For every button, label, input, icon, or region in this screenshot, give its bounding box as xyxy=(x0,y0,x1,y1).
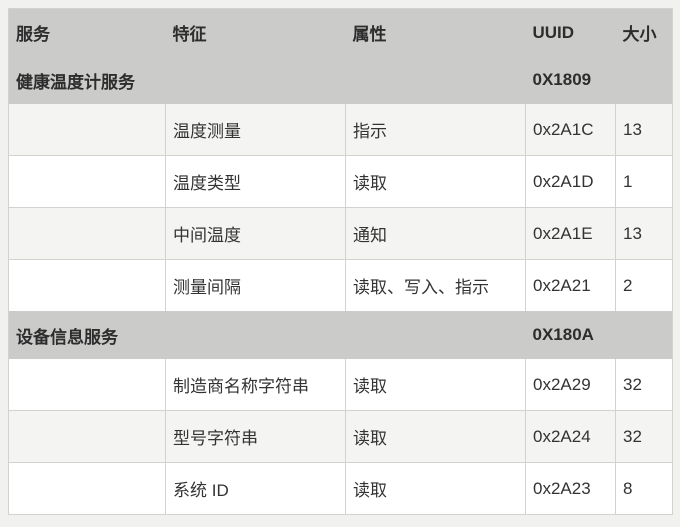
cell-size: 32 xyxy=(615,359,673,411)
cell-size: 1 xyxy=(615,155,673,208)
cell-characteristic: 测量间隔 xyxy=(165,259,346,311)
cell-characteristic: 温度测量 xyxy=(165,104,346,156)
cell-characteristic: 温度类型 xyxy=(165,155,346,208)
cell-uuid: 0x2A29 xyxy=(525,359,616,411)
table-row: 制造商名称字符串 读取 0x2A29 32 xyxy=(8,359,673,411)
cell-service-empty xyxy=(8,462,166,515)
cell-property: 通知 xyxy=(345,207,526,260)
column-header-uuid: UUID xyxy=(525,8,616,56)
table-row: 型号字符串 读取 0x2A24 32 xyxy=(8,410,673,463)
cell-characteristic: 系统 ID xyxy=(165,462,346,515)
cell-property: 读取 xyxy=(345,155,526,208)
cell-property: 读取 xyxy=(345,462,526,515)
column-header-size: 大小 xyxy=(615,8,673,56)
cell-service-empty xyxy=(8,410,166,463)
table-row: 测量间隔 读取、写入、指示 0x2A21 2 xyxy=(8,259,673,311)
cell-uuid: 0x2A1C xyxy=(525,104,616,156)
cell-uuid: 0x2A24 xyxy=(525,410,616,463)
table-row: 温度类型 读取 0x2A1D 1 xyxy=(8,155,673,208)
cell-property: 读取 xyxy=(345,410,526,463)
column-header-service: 服务 xyxy=(8,8,166,56)
cell-property: 指示 xyxy=(345,104,526,156)
gatt-services-table-container: 服务 特征 属性 UUID 大小 健康温度计服务 0X1809 温度测量 指示 … xyxy=(8,8,673,515)
cell-uuid: 0x2A23 xyxy=(525,462,616,515)
cell-size: 32 xyxy=(615,410,673,463)
cell-size: 13 xyxy=(615,207,673,260)
section-row-health-thermometer: 健康温度计服务 0X1809 xyxy=(8,56,673,104)
cell-uuid: 0x2A1D xyxy=(525,155,616,208)
cell-uuid: 0x2A1E xyxy=(525,207,616,260)
cell-characteristic: 制造商名称字符串 xyxy=(165,359,346,411)
section-name: 设备信息服务 xyxy=(8,311,526,359)
cell-size: 8 xyxy=(615,462,673,515)
cell-size: 13 xyxy=(615,104,673,156)
cell-property: 读取、写入、指示 xyxy=(345,259,526,311)
section-uuid: 0X180A xyxy=(525,311,616,359)
cell-service-empty xyxy=(8,155,166,208)
cell-service-empty xyxy=(8,259,166,311)
table-row: 系统 ID 读取 0x2A23 8 xyxy=(8,462,673,515)
column-header-property: 属性 xyxy=(345,8,526,56)
header-row: 服务 特征 属性 UUID 大小 xyxy=(8,8,673,56)
column-header-characteristic: 特征 xyxy=(165,8,346,56)
cell-service-empty xyxy=(8,207,166,260)
table-row: 中间温度 通知 0x2A1E 13 xyxy=(8,207,673,260)
cell-characteristic: 型号字符串 xyxy=(165,410,346,463)
cell-uuid: 0x2A21 xyxy=(525,259,616,311)
table-row: 温度测量 指示 0x2A1C 13 xyxy=(8,104,673,156)
cell-service-empty xyxy=(8,359,166,411)
section-size-empty xyxy=(615,56,673,104)
cell-service-empty xyxy=(8,104,166,156)
cell-property: 读取 xyxy=(345,359,526,411)
cell-size: 2 xyxy=(615,259,673,311)
section-name: 健康温度计服务 xyxy=(8,56,526,104)
gatt-services-table: 服务 特征 属性 UUID 大小 健康温度计服务 0X1809 温度测量 指示 … xyxy=(8,8,673,515)
section-size-empty xyxy=(615,311,673,359)
section-row-device-information: 设备信息服务 0X180A xyxy=(8,311,673,359)
section-uuid: 0X1809 xyxy=(525,56,616,104)
cell-characteristic: 中间温度 xyxy=(165,207,346,260)
